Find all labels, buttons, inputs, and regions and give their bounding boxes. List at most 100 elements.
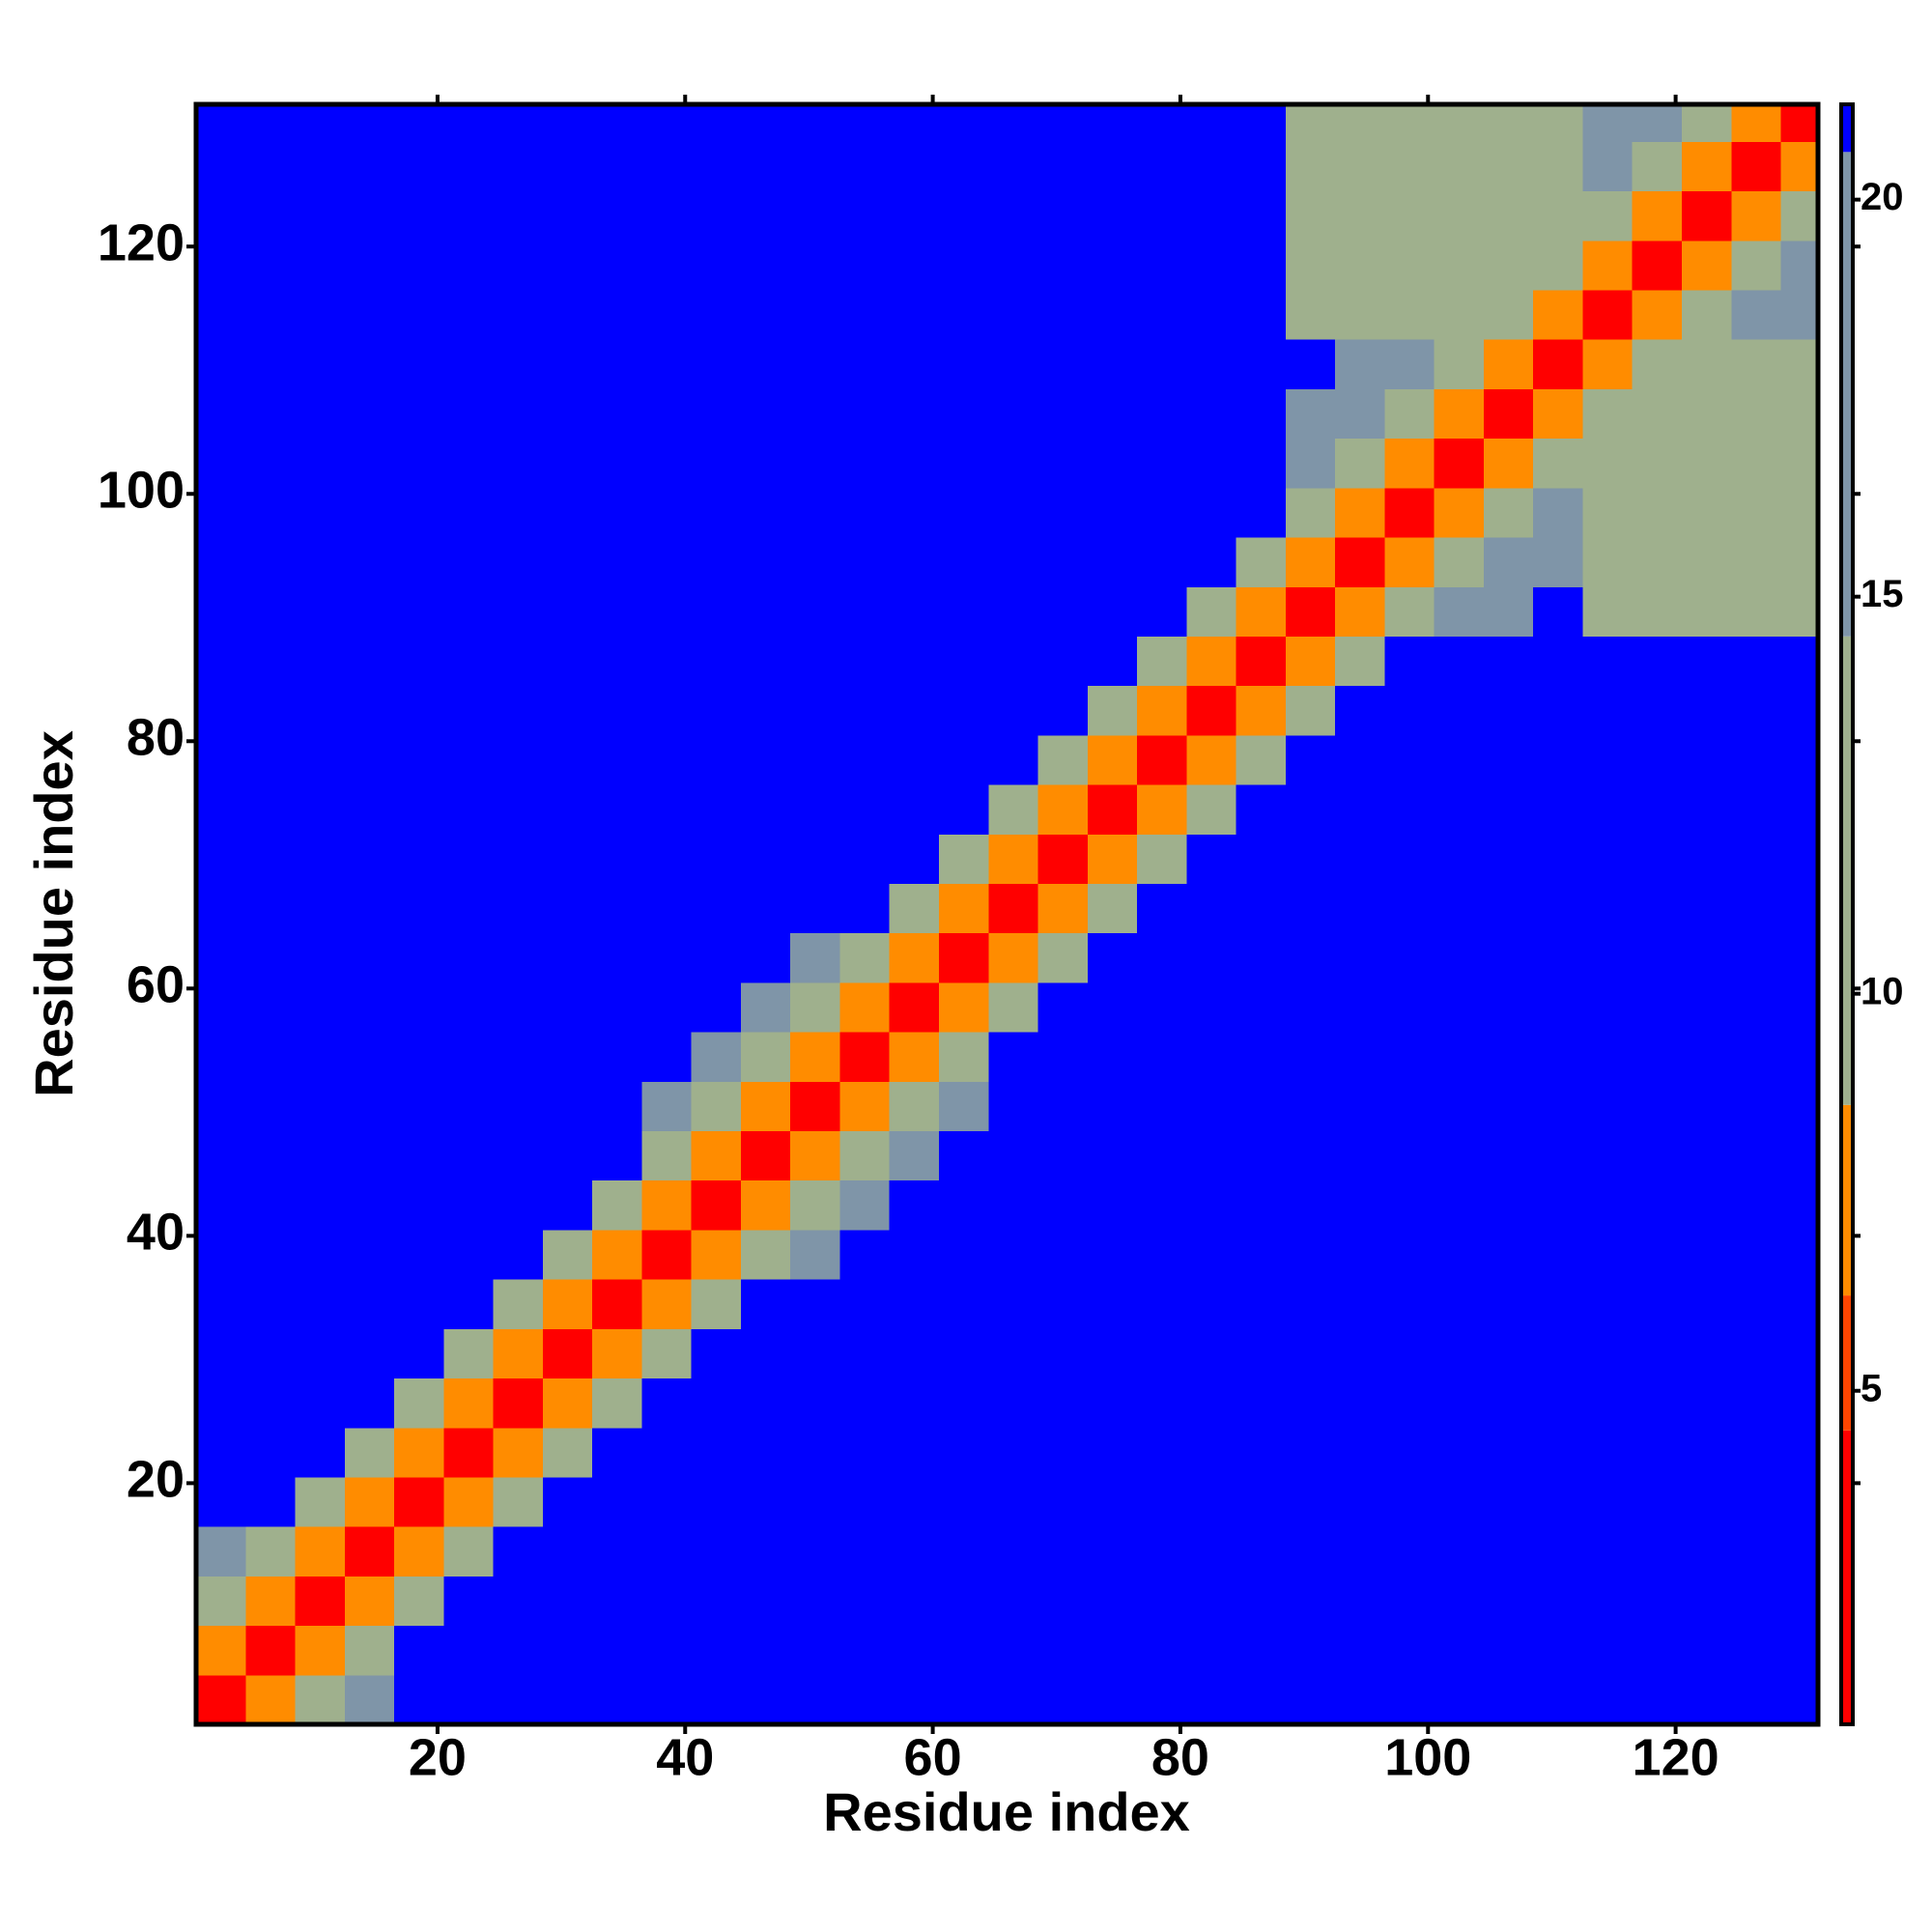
heatmap-cell: [1137, 1476, 1187, 1527]
heatmap-cell: [790, 1526, 840, 1577]
heatmap-cell: [939, 1625, 989, 1676]
heatmap-cell: [1682, 141, 1732, 192]
heatmap-cell: [740, 1081, 791, 1132]
heatmap-cell: [889, 586, 940, 637]
heatmap-cell: [1037, 784, 1089, 835]
heatmap-cell: [394, 981, 444, 1033]
heatmap-cell: [1335, 1229, 1385, 1280]
heatmap-cell: [1137, 1526, 1187, 1577]
heatmap-cell: [196, 1279, 246, 1329]
heatmap-cell: [790, 586, 840, 637]
heatmap-cell: [691, 1179, 742, 1231]
heatmap-cell: [1731, 1625, 1782, 1676]
heatmap-cell: [641, 1427, 693, 1478]
heatmap-cell: [1087, 932, 1138, 983]
heatmap-cell: [443, 1279, 495, 1329]
heatmap-cell: [1087, 636, 1138, 687]
heatmap-cell: [1533, 685, 1583, 736]
heatmap-cell: [691, 1229, 742, 1280]
heatmap-cell: [394, 388, 444, 440]
heatmap-cell: [1186, 1378, 1237, 1429]
heatmap-cell: [1037, 1625, 1089, 1676]
heatmap-cell: [1384, 240, 1435, 291]
heatmap-cell: [790, 290, 840, 340]
heatmap-cell: [1236, 1130, 1287, 1181]
x-tick-label: 40: [656, 1728, 714, 1786]
heatmap-cell: [1186, 1674, 1237, 1725]
heatmap-cell: [1137, 290, 1187, 340]
heatmap-cell: [790, 1427, 840, 1478]
heatmap-cell: [1037, 1526, 1089, 1577]
heatmap-cell: [1434, 784, 1485, 835]
heatmap-cell: [1582, 1625, 1634, 1676]
heatmap-cell: [1780, 981, 1819, 1033]
heatmap-cell: [1236, 636, 1287, 687]
heatmap-cell: [1434, 438, 1485, 489]
heatmap-cell: [1037, 932, 1089, 983]
heatmap-cell: [493, 1625, 544, 1676]
heatmap-cell: [1236, 1328, 1287, 1379]
heatmap-cell: [1384, 981, 1435, 1033]
heatmap-cell: [295, 438, 346, 489]
heatmap-cell: [443, 1378, 495, 1429]
heatmap-cell: [1582, 784, 1634, 835]
heatmap-cell: [1137, 537, 1187, 587]
heatmap-cell: [592, 1279, 642, 1329]
heatmap-cell: [245, 1229, 297, 1280]
heatmap-cell: [493, 537, 544, 587]
heatmap-cell: [1780, 1674, 1819, 1725]
heatmap-cell: [344, 487, 395, 538]
heatmap-cell: [1384, 487, 1435, 538]
heatmap-cell: [1186, 1179, 1237, 1231]
heatmap-cell: [1137, 1427, 1187, 1478]
heatmap-cell: [1087, 1179, 1138, 1231]
heatmap-cell: [988, 141, 1039, 192]
heatmap-cell: [1137, 339, 1187, 389]
heatmap-cell: [245, 834, 297, 884]
heatmap-cell: [1533, 388, 1583, 440]
heatmap-cell: [443, 1576, 495, 1627]
heatmap-cell: [1434, 1476, 1485, 1527]
heatmap-cell: [1236, 1476, 1287, 1527]
heatmap-cell: [740, 1427, 791, 1478]
heatmap-cell: [641, 438, 693, 489]
heatmap-cell: [1285, 1625, 1336, 1676]
heatmap-cell: [443, 190, 495, 242]
heatmap-cell: [1483, 883, 1534, 934]
heatmap-cell: [1137, 1576, 1187, 1627]
heatmap-cell: [1434, 1526, 1485, 1577]
heatmap-cell: [839, 734, 891, 785]
heatmap-cell: [1731, 1328, 1782, 1379]
heatmap-cell: [1186, 1279, 1237, 1329]
heatmap-cell: [889, 1130, 940, 1181]
heatmap-cell: [196, 1032, 246, 1082]
heatmap-cell: [1335, 636, 1385, 687]
heatmap-cell: [493, 685, 544, 736]
heatmap-cell: [394, 1576, 444, 1627]
heatmap-cell: [1483, 1032, 1534, 1082]
heatmap-cell: [1236, 834, 1287, 884]
heatmap-cell: [1285, 981, 1336, 1033]
heatmap-cell: [889, 981, 940, 1033]
heatmap-cell: [1137, 685, 1187, 736]
heatmap-cell: [1632, 1328, 1683, 1379]
heatmap-cell: [196, 981, 246, 1033]
heatmap-cell: [493, 883, 544, 934]
heatmap-cell: [1682, 339, 1732, 389]
heatmap-cell: [1137, 932, 1187, 983]
heatmap-cell: [295, 487, 346, 538]
heatmap-cell: [1285, 104, 1336, 142]
heatmap-cell: [641, 636, 693, 687]
heatmap-cell: [641, 1378, 693, 1429]
heatmap-cell: [542, 1032, 593, 1082]
heatmap-cell: [1137, 104, 1187, 142]
heatmap-cell: [443, 784, 495, 835]
heatmap-cell: [1186, 883, 1237, 934]
heatmap-cell: [1780, 1032, 1819, 1082]
heatmap-cell: [988, 388, 1039, 440]
heatmap-cell: [691, 290, 742, 340]
heatmap-cell: [1236, 1229, 1287, 1280]
heatmap-cell: [889, 1526, 940, 1577]
heatmap-cell: [245, 339, 297, 389]
heatmap-cell: [1731, 734, 1782, 785]
